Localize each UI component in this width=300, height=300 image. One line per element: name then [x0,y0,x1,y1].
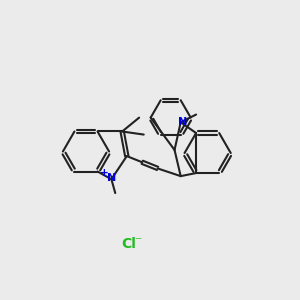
Text: ⁻: ⁻ [134,236,141,249]
Text: N: N [107,173,116,183]
Text: +: + [100,168,109,178]
Text: N: N [178,117,187,127]
Text: Cl: Cl [122,237,136,251]
